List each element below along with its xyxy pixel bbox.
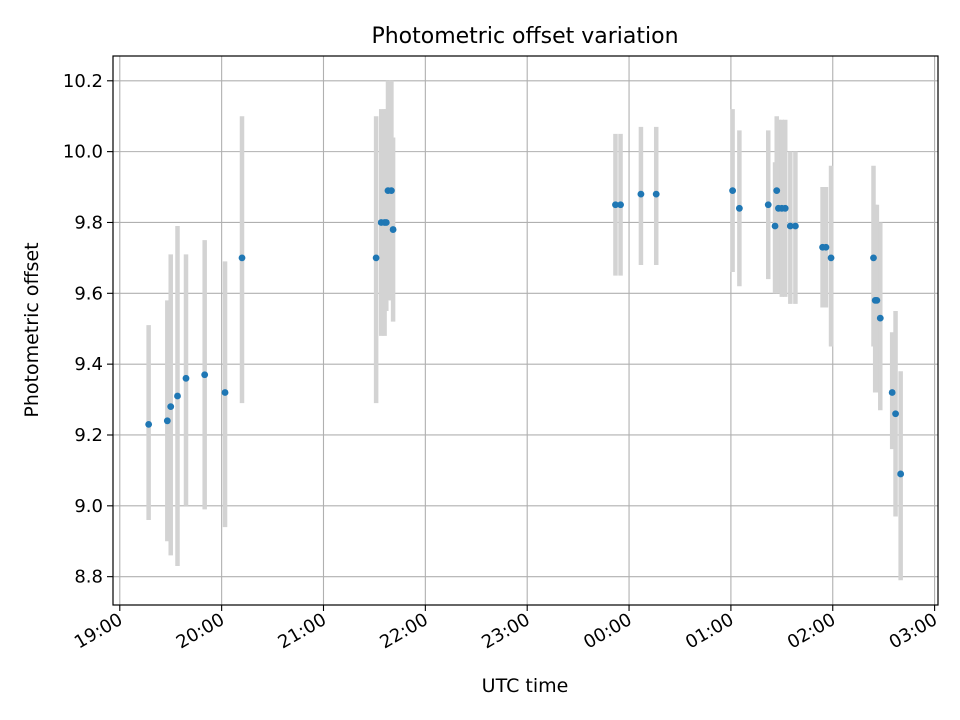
chart-title: Photometric offset variation xyxy=(371,24,678,49)
grid xyxy=(113,56,938,605)
data-point xyxy=(372,254,380,262)
y-tick-label: 9.0 xyxy=(74,496,103,517)
data-point xyxy=(238,254,246,262)
plot-frame xyxy=(112,55,939,606)
data-point xyxy=(652,190,660,198)
y-tick-label: 8.8 xyxy=(74,567,103,588)
data-point xyxy=(876,314,884,322)
data-point xyxy=(201,371,209,379)
y-axis-label: Photometric offset xyxy=(21,242,43,417)
data-point xyxy=(387,187,395,194)
data-point xyxy=(389,226,397,233)
data-point xyxy=(822,243,830,251)
data-point xyxy=(145,420,153,428)
y-tick-label: 10.0 xyxy=(63,142,103,163)
data-point xyxy=(182,374,190,382)
y-tick-label: 9.2 xyxy=(74,425,103,446)
data-point xyxy=(870,254,877,262)
y-axis: 8.8 9.0 9.2 9.4 9.6 9.8 10.0 10.2 xyxy=(63,71,113,588)
data-point xyxy=(897,470,905,478)
plot-area xyxy=(113,56,938,605)
data-point xyxy=(735,204,743,212)
data-point xyxy=(729,187,736,194)
data-point xyxy=(764,201,772,209)
y-tick-label: 9.8 xyxy=(74,212,103,233)
y-tick-label: 10.2 xyxy=(63,71,103,92)
data-point xyxy=(827,254,835,262)
data-point xyxy=(167,403,175,411)
data-point xyxy=(792,222,799,230)
x-axis-label: UTC time xyxy=(482,675,569,697)
data-point xyxy=(873,296,881,304)
data-point xyxy=(612,201,619,209)
data-point xyxy=(771,222,779,230)
data-point xyxy=(163,417,171,425)
data-point xyxy=(773,187,781,194)
data-point xyxy=(382,219,390,226)
data-point xyxy=(617,201,624,209)
data-point xyxy=(888,389,896,396)
y-tick-label: 9.6 xyxy=(74,283,103,304)
data-point xyxy=(174,392,181,400)
data-point xyxy=(781,204,789,212)
y-tick-label: 9.4 xyxy=(74,354,103,375)
data-point xyxy=(786,222,794,230)
data-point xyxy=(637,190,645,198)
data-point xyxy=(892,410,899,418)
data-points xyxy=(145,187,905,478)
data-point xyxy=(221,389,229,396)
